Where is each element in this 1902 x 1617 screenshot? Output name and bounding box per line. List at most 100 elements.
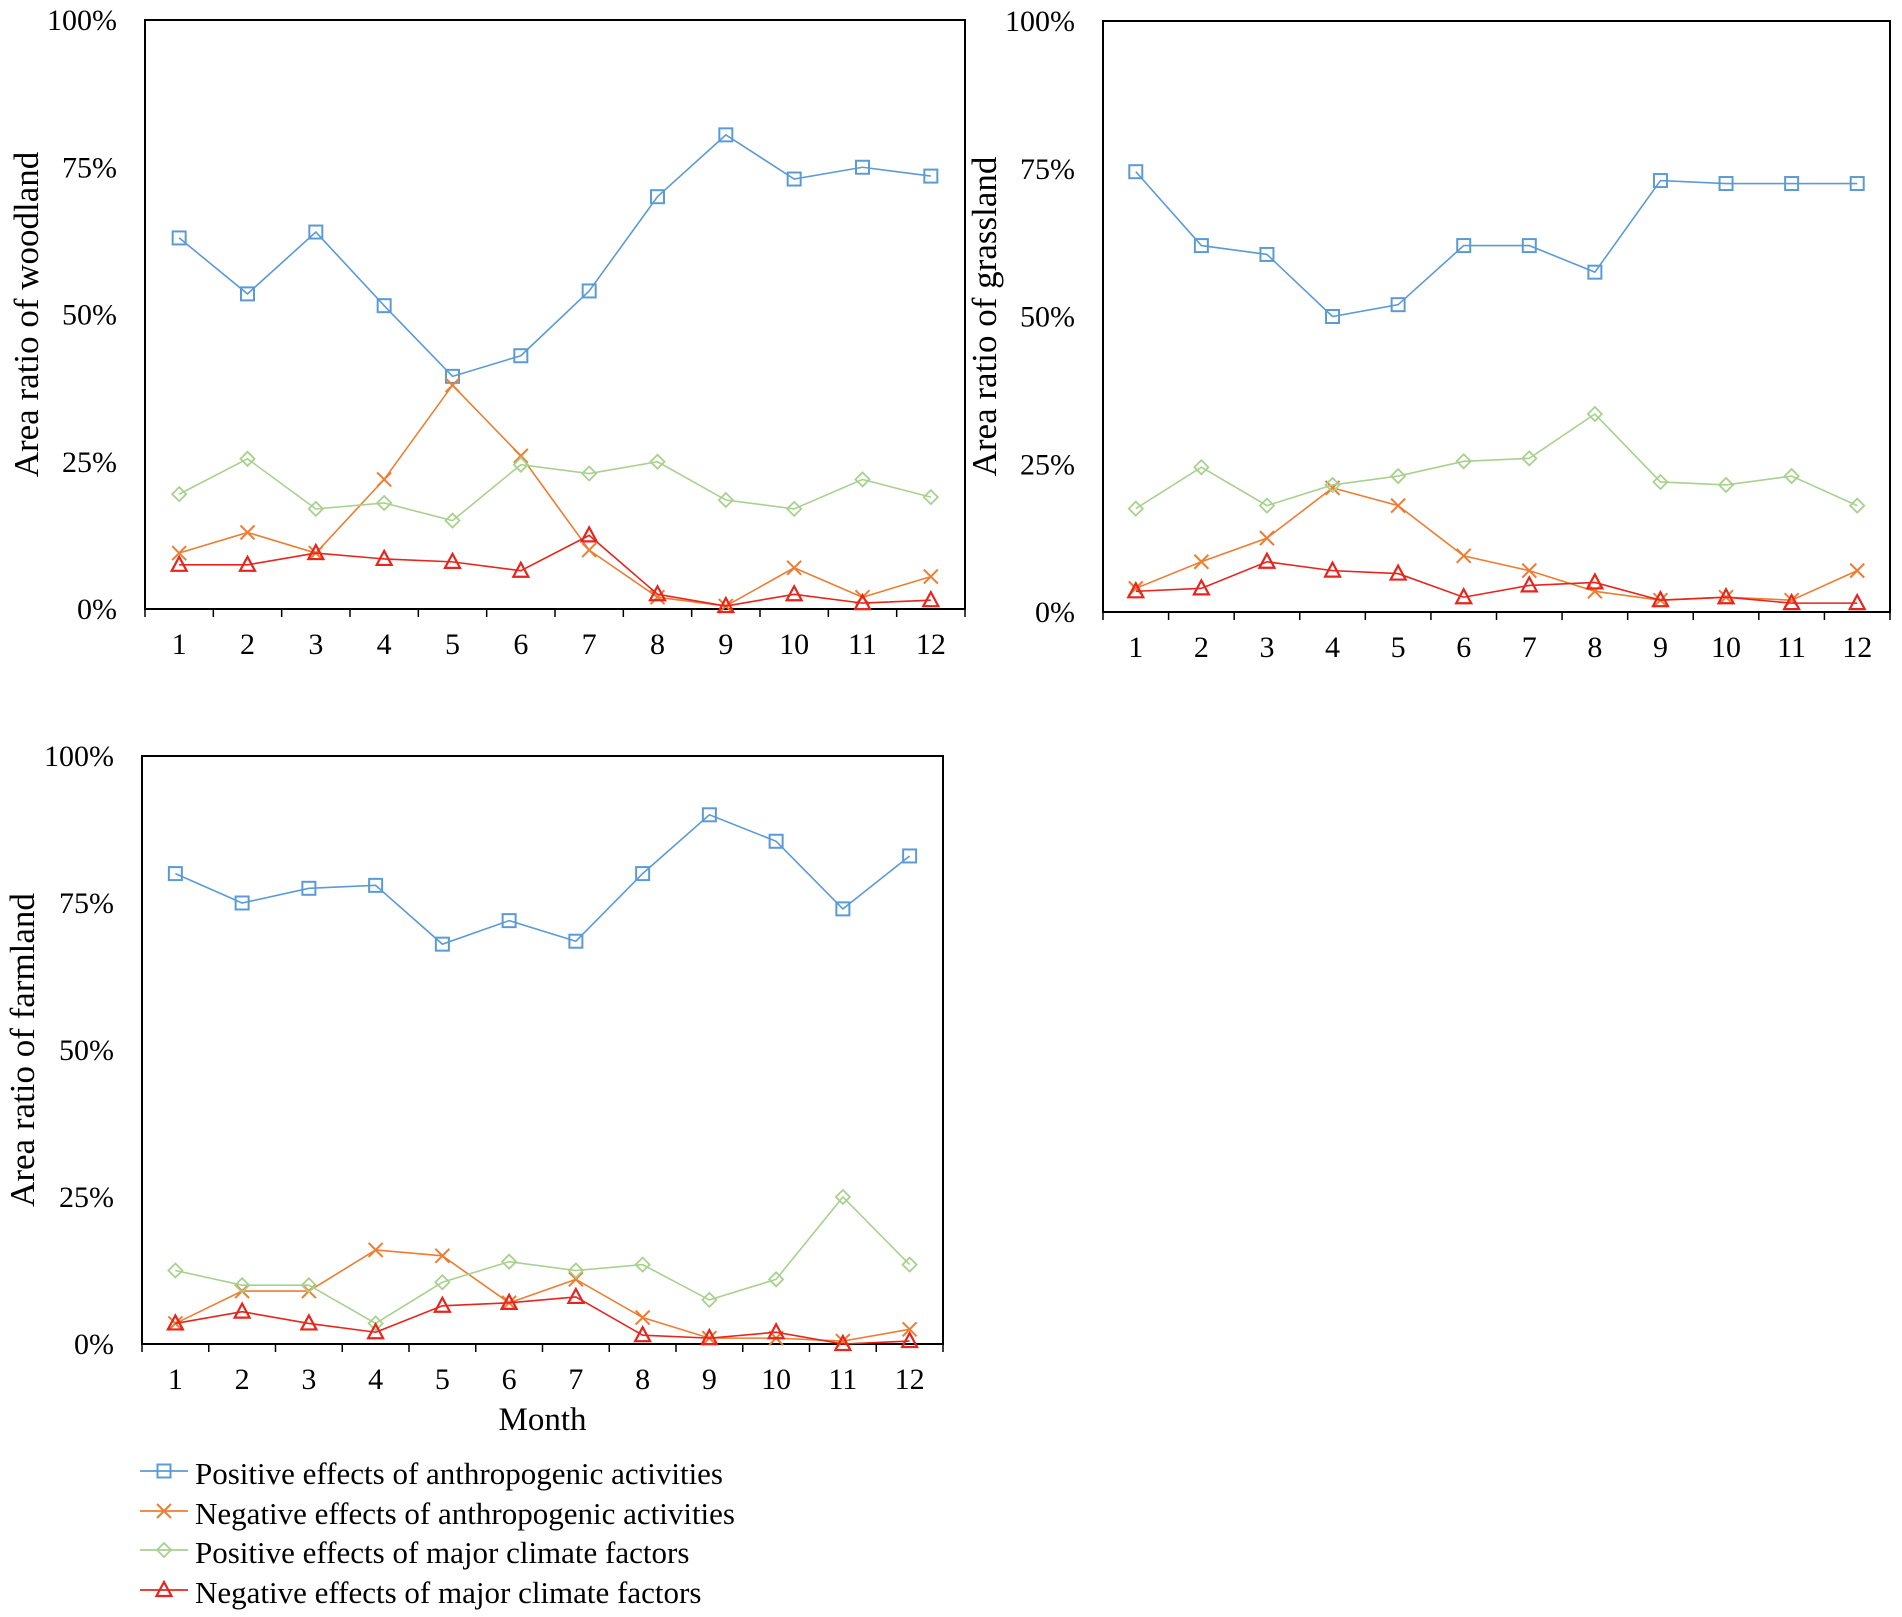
y-tick-label: 50% [62,299,117,332]
data-point-diamond-icon [367,1315,384,1332]
x-tick-label: 5 [435,1363,450,1396]
legend-label: Negative effects of anthropogenic activi… [195,1496,735,1531]
data-point-triangle-icon [633,1324,652,1343]
x-tick-label: 6 [513,628,528,661]
data-point-diamond-icon [634,1256,651,1273]
data-point-diamond-icon [701,1291,718,1309]
data-point-diamond-icon [1652,473,1669,491]
grassland-chart: 1 2 3 4 5 6 7 8 9 10 11 120%25%50%75%100%Area ratio… [965,5,1891,664]
data-point-square-icon [1193,238,1209,254]
x-tick-label: 10 [779,628,809,661]
x-tick-label: 8 [650,628,665,661]
data-point-diamond-icon [901,1256,918,1273]
legend: Positive effects of anthropogenic activi… [140,1456,735,1610]
data-point-triangle-icon [921,589,941,608]
data-point-square-icon [234,895,250,911]
series-negative-anthropogenic [1128,480,1865,608]
series-line [1135,412,1858,510]
x-tick-label: 4 [1325,631,1340,664]
legend-label: Positive effects of major climate factor… [195,1535,689,1570]
x-tick-label: 7 [1522,631,1537,664]
data-point-diamond-icon [1455,453,1472,470]
x-tick-label: 11 [1777,631,1806,664]
data-point-cross-icon [1193,554,1210,570]
x-tick-label: 11 [848,628,877,661]
data-point-triangle-icon [1585,572,1605,590]
legend-marker-square-icon [140,1463,188,1479]
y-tick-label: 25% [59,1181,114,1214]
data-point-square-icon [923,168,939,184]
y-tick-label: 75% [59,887,114,920]
legend-marker-shape [156,1463,172,1479]
data-point-square-icon [1325,309,1341,324]
data-point-square-icon [768,833,784,849]
data-point-square-icon [701,807,717,823]
y-tick-label: 25% [62,446,117,479]
data-point-cross-icon [786,560,802,576]
legend-marker-cross-icon [140,1503,188,1519]
data-point-triangle-icon [306,542,326,561]
x-tick-label: 2 [1194,631,1209,664]
data-point-square-icon [501,913,517,929]
data-point-diamond-icon [834,1188,852,1206]
legend-marker-shape [154,1579,174,1598]
data-point-cross-icon [1456,548,1472,564]
data-point-square-icon [1784,176,1800,192]
data-point-diamond-icon [512,456,530,473]
data-point-cross-icon [444,377,461,393]
farmland-chart: 1 2 3 4 5 6 7 8 9 10 11 120%25%50%75%100%Area ratio… [3,740,944,1438]
legend-marker-triangle-icon [140,1579,188,1598]
x-tick-label: 12 [895,1363,925,1396]
legend-marker-shape [155,1541,173,1559]
data-point-triangle-icon [1716,586,1736,605]
x-tick-label: 5 [445,628,460,661]
series-positive-anthropogenic [167,807,918,952]
data-point-diamond-icon [233,1276,251,1294]
data-point-square-icon [855,159,870,175]
x-tick-label: 5 [1391,631,1406,664]
data-point-triangle-icon [511,560,531,578]
data-point-triangle-icon [433,1295,452,1313]
x-tick-label: 1 [172,628,187,661]
series-negative-climate [1126,551,1867,611]
data-point-triangle-icon [499,1292,519,1310]
data-point-triangle-icon [1782,592,1801,611]
series-line [175,1249,910,1342]
data-point-diamond-icon [1848,497,1866,514]
data-point-cross-icon [1849,562,1865,579]
data-point-diamond-icon [300,1276,318,1294]
x-tick-label: 8 [635,1363,650,1396]
data-point-diamond-icon [717,491,735,509]
data-point-diamond-icon [922,488,940,506]
data-point-triangle-icon [1192,578,1211,596]
x-tick-label: 9 [1653,631,1668,664]
series-line [178,457,932,522]
data-point-triangle-icon [232,1301,252,1319]
y-tick-label: 100% [47,4,117,37]
data-point-triangle-icon [166,1313,185,1331]
legend-marker-diamond-icon [140,1541,188,1559]
data-point-diamond-icon [1389,467,1407,485]
data-point-triangle-icon [1847,592,1867,611]
y-tick-label: 100% [1005,5,1075,38]
data-point-diamond-icon [239,450,256,468]
x-tick-label: 10 [761,1363,791,1396]
y-tick-label: 100% [44,740,114,773]
y-tick-label: 75% [1020,153,1075,186]
y-axis-label: Area ratio of woodland [7,151,46,477]
legend-item-positive-anthropogenic: Positive effects of anthropogenic activi… [140,1456,723,1491]
series-line [1135,487,1858,601]
data-point-cross-icon [1390,497,1406,514]
data-point-square-icon [1652,173,1668,189]
y-axis-label: Area ratio of farmland [3,893,42,1207]
y-tick-label: 75% [62,151,117,184]
data-point-square-icon [1456,238,1472,254]
data-point-cross-icon [513,448,529,464]
data-point-diamond-icon [854,471,871,488]
x-tick-label: 4 [368,1363,383,1396]
data-point-square-icon [167,866,183,882]
x-axis-label: Month [498,1402,587,1438]
series-line [179,534,931,607]
data-point-cross-icon [568,1271,584,1288]
